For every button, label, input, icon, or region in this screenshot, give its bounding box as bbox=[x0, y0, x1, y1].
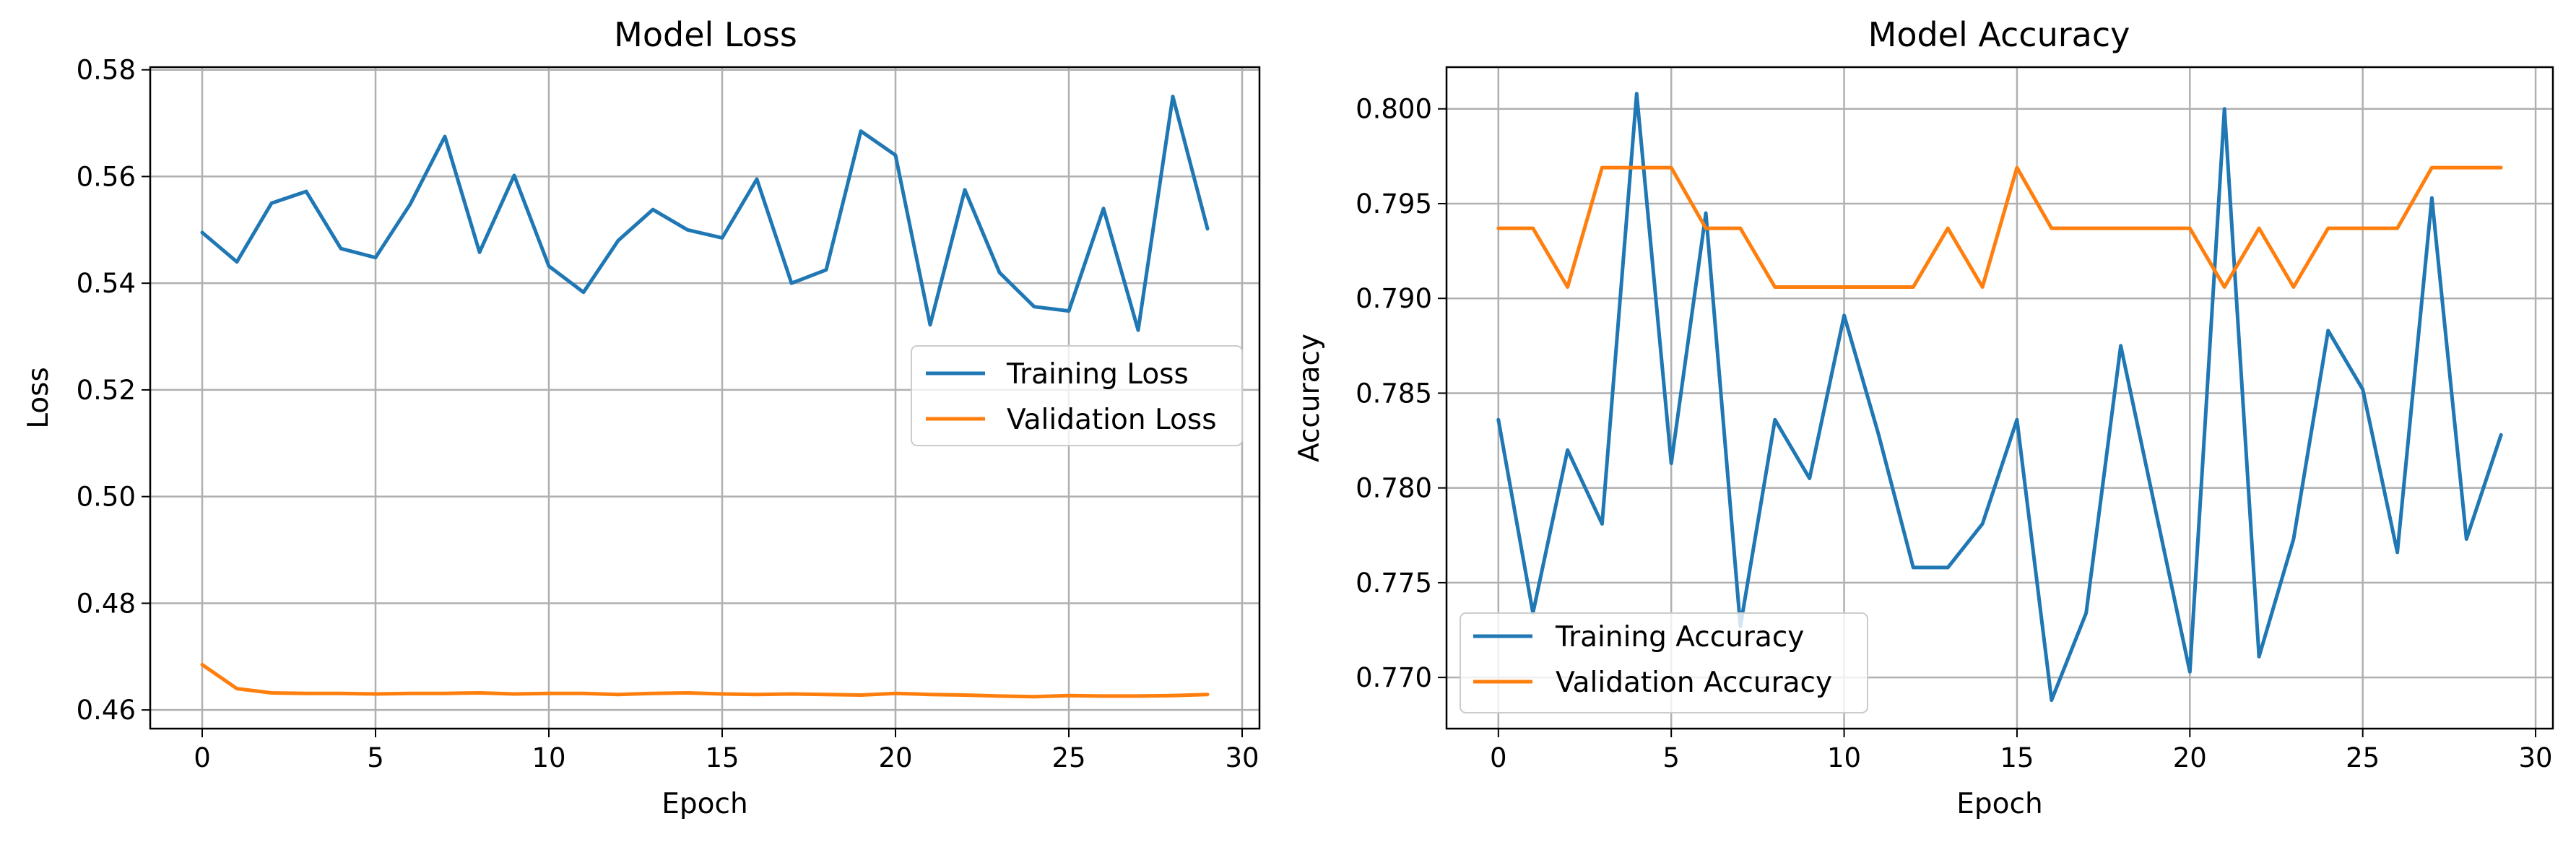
accuracy-x-tick-label: 25 bbox=[2346, 742, 2380, 773]
accuracy-y-axis-label: Accuracy bbox=[1293, 334, 1326, 462]
accuracy-legend-label-validation: Validation Accuracy bbox=[1556, 667, 1832, 699]
accuracy-y-tick-label: 0.770 bbox=[1356, 662, 1432, 693]
accuracy-legend: Training Accuracy Validation Accuracy bbox=[1460, 612, 1868, 713]
loss-legend-label-training: Training Loss bbox=[1006, 358, 1189, 391]
accuracy-y-tick-label: 0.780 bbox=[1356, 473, 1432, 504]
accuracy-subplot: Model Accuracy 0 5 10 15 20 25 30 0.770 0.775 0.7… bbox=[1293, 15, 2554, 820]
loss-series-line-validation-loss bbox=[200, 662, 1210, 699]
accuracy-y-tick-label: 0.785 bbox=[1356, 378, 1432, 409]
loss-y-tick-label: 0.52 bbox=[77, 375, 136, 406]
accuracy-x-tick-label: 30 bbox=[2519, 742, 2553, 773]
loss-x-tick-label: 25 bbox=[1051, 742, 1085, 773]
loss-x-axis-label: Epoch bbox=[662, 788, 747, 820]
accuracy-x-tick-label: 15 bbox=[2000, 742, 2034, 773]
accuracy-x-tick-label: 0 bbox=[1490, 742, 1507, 773]
loss-y-axis-label: Loss bbox=[22, 367, 55, 429]
loss-y-tick-label: 0.46 bbox=[77, 695, 136, 726]
accuracy-y-tick-label: 0.800 bbox=[1356, 94, 1432, 125]
loss-axes-frame bbox=[149, 66, 1261, 730]
loss-legend: Training Loss Validation Loss bbox=[911, 345, 1243, 446]
accuracy-y-tick-label: 0.795 bbox=[1356, 188, 1432, 220]
loss-series-line-training-loss bbox=[200, 95, 1210, 332]
accuracy-legend-label-training: Training Accuracy bbox=[1555, 621, 1804, 654]
loss-ticks: 0 5 10 15 20 25 30 0.46 0.48 0.50 0.52 0.54 0.56 0.58 bbox=[77, 55, 1259, 773]
accuracy-series-line-validation-accuracy bbox=[1496, 165, 2503, 289]
loss-y-tick-label: 0.56 bbox=[77, 161, 136, 192]
accuracy-x-tick-label: 20 bbox=[2173, 742, 2207, 773]
accuracy-axes-frame bbox=[1445, 66, 2554, 730]
loss-x-tick-label: 15 bbox=[705, 742, 739, 773]
accuracy-series bbox=[1496, 92, 2503, 703]
accuracy-grid bbox=[1447, 67, 2553, 729]
accuracy-y-tick-label: 0.775 bbox=[1356, 568, 1432, 599]
loss-x-tick-label: 20 bbox=[878, 742, 912, 773]
accuracy-x-axis-label: Epoch bbox=[1956, 788, 2042, 820]
loss-x-tick-label: 0 bbox=[194, 742, 211, 773]
accuracy-legend-box bbox=[1460, 612, 1868, 713]
loss-y-tick-label: 0.48 bbox=[77, 588, 136, 619]
accuracy-x-tick-label: 5 bbox=[1662, 742, 1680, 773]
accuracy-chart-title: Model Accuracy bbox=[1868, 15, 2130, 54]
loss-x-tick-label: 5 bbox=[367, 742, 384, 773]
loss-chart-title: Model Loss bbox=[614, 15, 797, 54]
loss-series bbox=[200, 95, 1210, 699]
accuracy-y-tick-label: 0.790 bbox=[1356, 283, 1432, 314]
accuracy-ticks: 0 5 10 15 20 25 30 0.770 0.775 0.780 0.785 0.790 0.7… bbox=[1356, 94, 2553, 773]
accuracy-x-tick-label: 10 bbox=[1827, 742, 1861, 773]
loss-legend-label-validation: Validation Loss bbox=[1007, 404, 1217, 436]
loss-x-tick-label: 30 bbox=[1225, 742, 1259, 773]
loss-y-tick-label: 0.58 bbox=[77, 55, 136, 86]
loss-x-tick-label: 10 bbox=[532, 742, 565, 773]
loss-y-tick-label: 0.50 bbox=[77, 482, 136, 513]
accuracy-series-line-training-accuracy bbox=[1496, 92, 2503, 703]
loss-y-tick-label: 0.54 bbox=[77, 268, 136, 299]
loss-legend-box bbox=[911, 345, 1243, 446]
loss-subplot: Model Loss 0 5 10 15 20 25 300.460.480.500.520… bbox=[22, 15, 1261, 820]
